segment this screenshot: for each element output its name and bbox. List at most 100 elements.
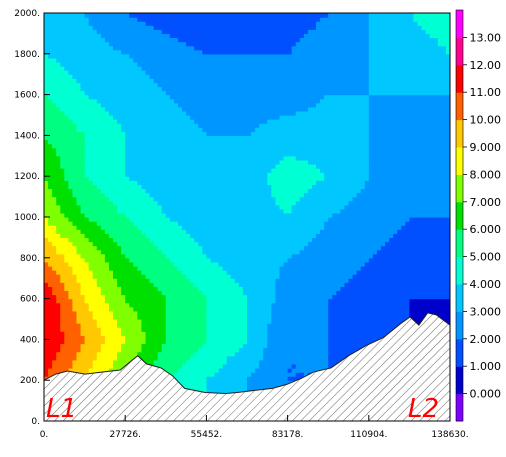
contour-cell (125, 298, 130, 304)
contour-cell (271, 217, 277, 222)
contour-cell (425, 245, 431, 251)
contour-cell (210, 237, 216, 243)
contour-cell (108, 359, 114, 365)
contour-cell (413, 319, 419, 324)
contour-cell (295, 359, 301, 365)
contour-cell (332, 221, 337, 226)
contour-cell (72, 327, 78, 332)
contour-cell (44, 221, 49, 226)
contour-cell (263, 217, 268, 222)
contour-cell (401, 245, 406, 251)
contour-cell (283, 282, 289, 287)
contour-cell (271, 274, 277, 279)
contour-cell (145, 294, 151, 300)
contour-cell (64, 257, 69, 263)
contour-cell (389, 302, 394, 308)
contour-cell (413, 298, 419, 304)
contour-cell (44, 310, 49, 316)
contour-cell (299, 265, 305, 271)
contour-cell (72, 343, 78, 349)
contour-cell (263, 355, 268, 361)
contour-cell (324, 294, 329, 300)
contour-cell (202, 380, 207, 385)
contour-cell (376, 253, 382, 259)
contour-cell (368, 327, 374, 332)
contour-cell (52, 323, 57, 328)
contour-cell (340, 249, 346, 255)
contour-cell (307, 339, 313, 345)
contour-cell (169, 241, 175, 247)
contour-cell (344, 257, 350, 263)
contour-cell (161, 221, 167, 226)
contour-cell (117, 253, 122, 259)
contour-cell (173, 347, 179, 353)
contour-cell (80, 302, 86, 308)
contour-cell (88, 323, 94, 328)
contour-cell (206, 245, 212, 251)
contour-cell (295, 306, 301, 312)
contour-cell (295, 217, 301, 222)
contour-cell (72, 294, 78, 300)
contour-cell (157, 261, 163, 267)
contour-cell (275, 347, 281, 353)
contour-cell (320, 343, 325, 349)
contour-cell (161, 261, 167, 267)
contour-cell (52, 335, 57, 340)
contour-cell (311, 286, 317, 292)
contour-cell (380, 274, 386, 279)
contour-cell (100, 282, 106, 287)
contour-cell (186, 331, 191, 336)
contour-cell (287, 355, 293, 361)
contour-cell (190, 233, 195, 238)
contour-cell (271, 359, 277, 365)
contour-cell (356, 278, 362, 283)
contour-cell (133, 335, 138, 340)
contour-cell (320, 331, 325, 336)
contour-cell (291, 314, 297, 320)
contour-cell (234, 388, 240, 394)
contour-cell (393, 253, 398, 259)
contour-cell (230, 359, 236, 365)
contour-cell (100, 286, 106, 292)
contour-cell (214, 282, 220, 287)
contour-cell (214, 265, 220, 271)
contour-cell (190, 343, 195, 349)
contour-cell (336, 323, 341, 328)
contour-cell (165, 221, 171, 226)
contour-cell (344, 314, 350, 320)
contour-cell (251, 351, 256, 357)
contour-cell (129, 237, 134, 243)
contour-cell (206, 306, 212, 312)
contour-cell (389, 270, 394, 275)
contour-cell (52, 351, 57, 357)
contour-cell (125, 339, 130, 345)
contour-cell (48, 306, 53, 312)
contour-cell (271, 270, 277, 275)
contour-cell (210, 221, 216, 226)
contour-cell (76, 343, 82, 349)
contour-cell (80, 237, 86, 243)
contour-cell (226, 359, 232, 365)
contour-cell (129, 323, 134, 328)
contour-cell (88, 245, 94, 251)
contour-cell (177, 319, 183, 324)
contour-cell (104, 261, 110, 267)
contour-cell (153, 343, 159, 349)
contour-cell (242, 335, 248, 340)
contour-cell (222, 286, 228, 292)
contour-cell (198, 363, 203, 369)
contour-cell (108, 339, 114, 345)
contour-cell (340, 261, 346, 267)
contour-cell (247, 265, 252, 271)
contour-cell (247, 302, 252, 308)
contour-cell (80, 245, 86, 251)
contour-cell (108, 314, 114, 320)
contour-cell (242, 261, 248, 267)
contour-cell (113, 274, 118, 279)
contour-cell (291, 331, 297, 336)
contour-cell (153, 249, 159, 255)
contour-cell (210, 327, 216, 332)
contour-cell (218, 225, 224, 230)
contour-cell (56, 310, 61, 316)
contour-cell (271, 319, 277, 324)
